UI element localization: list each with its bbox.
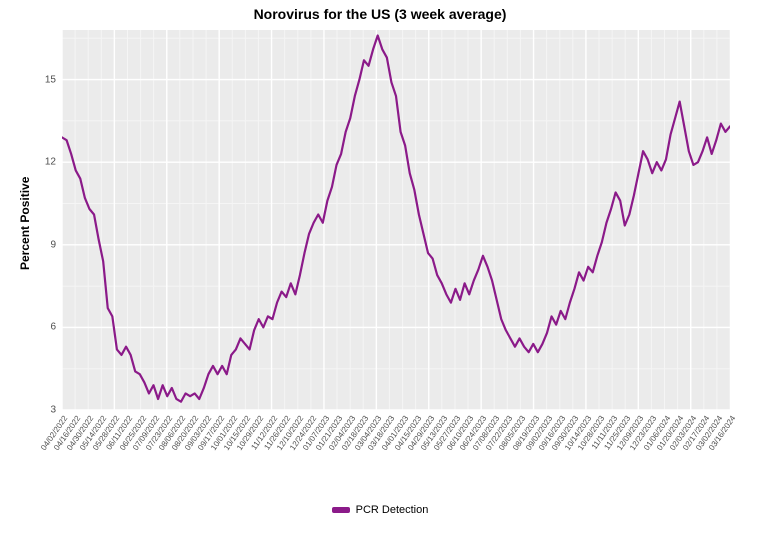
y-tick-label: 6 (50, 322, 56, 333)
plot-area: 369121504/02/202204/16/202204/30/202205/… (62, 30, 730, 410)
y-tick-label: 3 (50, 405, 56, 416)
chart-container: Norovirus for the US (3 week average) Pe… (0, 0, 760, 534)
y-tick-label: 15 (45, 74, 56, 85)
chart-title: Norovirus for the US (3 week average) (0, 6, 760, 22)
y-tick-label: 12 (45, 157, 56, 168)
legend: PCR Detection (0, 504, 760, 516)
legend-swatch (332, 507, 350, 513)
plot-svg (62, 30, 730, 410)
y-axis-label: Percent Positive (18, 177, 32, 270)
y-tick-label: 9 (50, 239, 56, 250)
legend-label: PCR Detection (356, 504, 429, 516)
